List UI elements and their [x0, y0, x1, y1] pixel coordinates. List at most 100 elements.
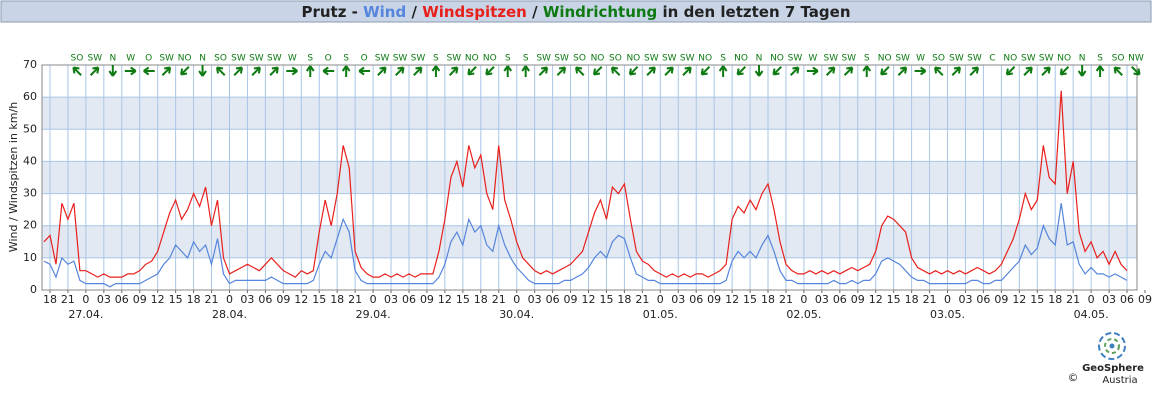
date-label: 01.05. — [643, 308, 678, 321]
direction-arrow — [1077, 65, 1087, 77]
direction-label: SW — [644, 54, 659, 64]
direction-label: S — [720, 54, 726, 64]
x-tick-label: 15 — [599, 293, 613, 306]
x-tick-label: 0 — [1088, 293, 1095, 306]
x-tick-label: 21 — [492, 293, 506, 306]
logo — [1098, 332, 1126, 360]
x-tick-label: 18 — [187, 293, 201, 306]
x-tick-label: 09 — [564, 293, 578, 306]
direction-arrow — [215, 66, 226, 76]
y-tick-label: 20 — [23, 219, 37, 232]
arrow-shape — [485, 66, 495, 76]
direction-arrow — [269, 66, 279, 76]
direction-label: W — [126, 54, 135, 64]
arrow-shape — [556, 66, 567, 76]
arrow-shape — [646, 66, 656, 76]
direction-arrow — [448, 66, 459, 76]
arrow-shape — [969, 66, 979, 76]
direction-arrow — [575, 66, 585, 76]
x-tick-label: 18 — [1048, 293, 1062, 306]
x-tick-label: 03 — [528, 293, 542, 306]
direction-arrow — [862, 65, 872, 77]
title-separator: / — [532, 3, 538, 21]
direction-label: NO — [178, 54, 192, 64]
direction-label: S — [523, 54, 529, 64]
direction-arrow — [538, 66, 549, 76]
direction-label: SW — [967, 54, 982, 64]
direction-arrow — [322, 66, 335, 76]
chart-title: Prutz - Wind / Windspitzen / Windrichtun… — [301, 3, 850, 21]
direction-label: SW — [554, 54, 569, 64]
direction-label: SW — [1021, 54, 1036, 64]
arrow-shape — [341, 65, 351, 77]
arrow-shape — [358, 66, 371, 76]
y-tick-label: 30 — [23, 187, 37, 200]
arrow-shape — [305, 65, 315, 77]
plot-border — [41, 64, 1138, 291]
x-tick-label: 06 — [546, 293, 560, 306]
x-tick-label: 12 — [582, 293, 596, 306]
arrow-shape — [754, 65, 764, 77]
title-separator: / — [411, 3, 417, 21]
x-tick-label: 0 — [513, 293, 520, 306]
x-tick-label: 21 — [779, 293, 793, 306]
arrow-shape — [1095, 65, 1105, 77]
arrow-shape — [124, 66, 137, 76]
x-tick-label: 06 — [976, 293, 990, 306]
arrow-shape — [772, 66, 782, 76]
arrow-shape — [700, 66, 711, 76]
direction-arrow — [1059, 66, 1070, 76]
arrow-shape — [467, 66, 477, 76]
date-label: 30.04. — [499, 308, 534, 321]
direction-arrow — [843, 66, 854, 76]
arrow-shape — [1005, 66, 1016, 76]
x-tick-label: 15 — [312, 293, 326, 306]
x-tick-label: 12 — [438, 293, 452, 306]
direction-label: SW — [788, 54, 803, 64]
arrow-shape — [448, 66, 459, 76]
x-tick-label: 21 — [205, 293, 219, 306]
arrow-shape — [108, 65, 118, 77]
direction-label: SW — [536, 54, 551, 64]
direction-label: NO — [878, 54, 892, 64]
x-tick-label: 12 — [151, 293, 165, 306]
x-tick-label: 15 — [1030, 293, 1044, 306]
x-tick-label: 12 — [725, 293, 739, 306]
direction-label: NO — [698, 54, 712, 64]
y-axis-label: Wind / Windspitzen in km/h — [7, 102, 20, 252]
arrow-shape — [322, 66, 335, 76]
x-tick-label: 03 — [384, 293, 398, 306]
y-tick-label: 40 — [23, 154, 37, 167]
arrow-shape — [198, 65, 207, 77]
direction-arrow — [1005, 66, 1016, 76]
direction-label: NO — [770, 54, 784, 64]
direction-label: NO — [626, 54, 640, 64]
band — [42, 97, 1137, 130]
arrow-shape — [413, 66, 423, 76]
direction-arrow — [772, 66, 782, 76]
arrow-shape — [1131, 66, 1141, 76]
date-label: 27.04. — [68, 308, 103, 321]
title-direction: Windrichtung — [543, 3, 657, 21]
arrow-shape — [789, 66, 800, 76]
direction-arrow — [395, 66, 405, 76]
x-tick-label: 09 — [707, 293, 721, 306]
direction-arrow — [628, 66, 639, 76]
arrow-shape — [610, 66, 621, 76]
direction-label: SO — [214, 54, 227, 64]
arrow-shape — [538, 66, 549, 76]
direction-arrow — [736, 66, 747, 76]
direction-arrow — [789, 66, 800, 76]
direction-arrow — [880, 66, 890, 76]
direction-label: SW — [680, 54, 695, 64]
direction-arrow — [897, 66, 908, 76]
direction-label: NW — [1128, 54, 1144, 64]
direction-label: C — [989, 54, 995, 64]
arrow-shape — [269, 66, 279, 76]
arrow-shape — [180, 66, 190, 76]
x-tick-label: 06 — [833, 293, 847, 306]
direction-arrow — [521, 65, 530, 77]
direction-label: O — [145, 54, 152, 64]
direction-label: SO — [573, 54, 586, 64]
